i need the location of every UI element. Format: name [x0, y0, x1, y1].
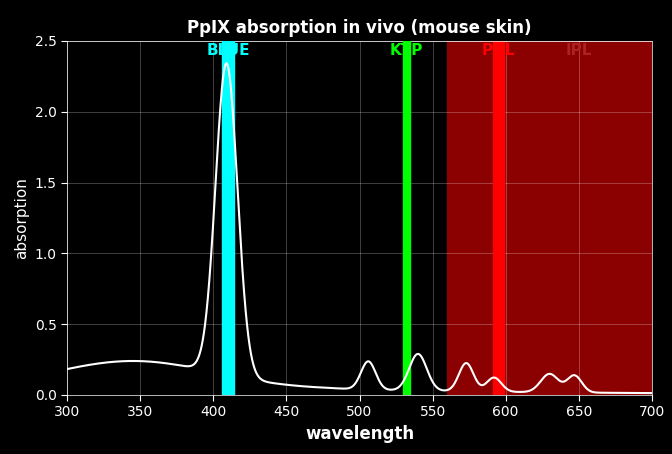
X-axis label: wavelength: wavelength: [305, 425, 414, 443]
Bar: [447, 41, 652, 395]
Bar: [403, 41, 410, 395]
Bar: [222, 41, 234, 395]
Title: PpIX absorption in vivo (mouse skin): PpIX absorption in vivo (mouse skin): [187, 19, 532, 36]
Text: PDL: PDL: [482, 43, 515, 58]
Text: IPL: IPL: [566, 43, 592, 58]
Y-axis label: absorption: absorption: [14, 177, 29, 259]
Bar: [493, 41, 504, 395]
Text: KTP: KTP: [390, 43, 423, 58]
Text: BLUE: BLUE: [206, 43, 250, 58]
